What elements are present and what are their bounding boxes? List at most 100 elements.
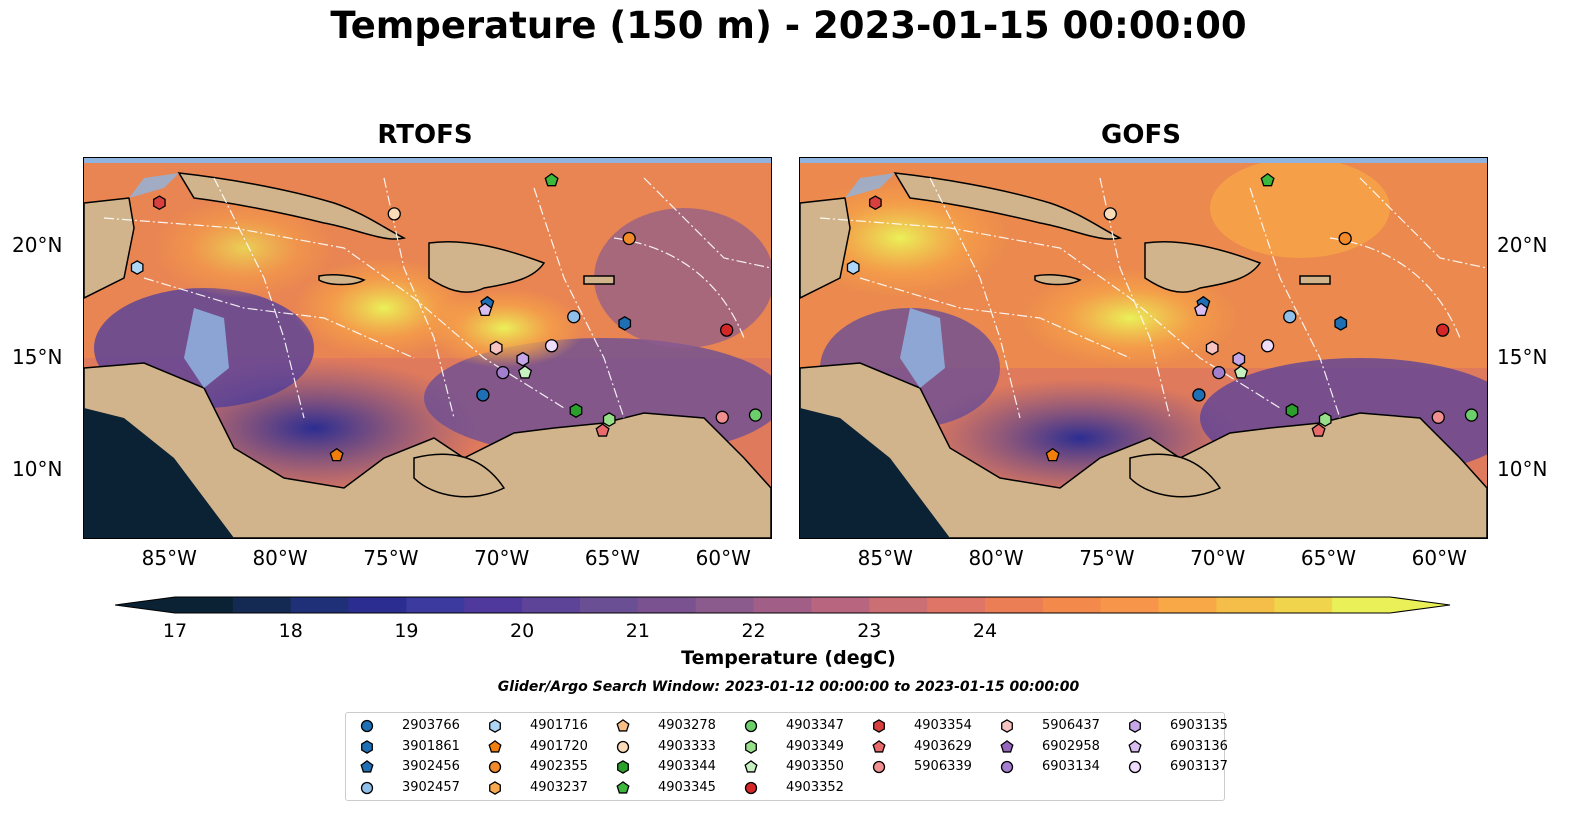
float-marker-4903347: [748, 408, 763, 422]
float-marker-4903352: [720, 323, 734, 337]
legend-label: 4901720: [530, 738, 588, 754]
colorbar-tick-label: 20: [510, 620, 535, 642]
legend-label: 2903766: [402, 718, 460, 733]
legend-label: 4903347: [786, 718, 844, 733]
legend-marker-icon: [872, 739, 886, 753]
cuba-land: [177, 172, 407, 240]
float-marker-5906339: [715, 410, 729, 424]
float-marker-4903333: [1103, 207, 1117, 221]
float-marker-6903135: [1232, 351, 1246, 367]
float-markers-rtofs: [130, 172, 763, 462]
hispaniola-land: [428, 240, 546, 293]
float-marker-4903345: [544, 172, 559, 187]
float-marker-4903629: [595, 423, 610, 437]
legend-label: 4903237: [530, 779, 588, 795]
legend-marker-icon: [1000, 760, 1014, 774]
legend-label: 4901716: [530, 718, 588, 733]
float-marker-4903345: [1260, 172, 1275, 187]
float-marker-4901716: [130, 260, 144, 275]
lat-tick-label: 10°N: [12, 456, 63, 481]
legend-label: 5906437: [1042, 718, 1100, 733]
legend-marker-icon: [360, 760, 374, 773]
legend-label: 4903354: [914, 718, 972, 733]
legend-label: 6903136: [1170, 738, 1228, 754]
lon-tick-label: 85°W: [857, 546, 913, 570]
legend-label: 4903352: [786, 779, 844, 795]
map-panel-rtofs: [83, 157, 772, 539]
lon-tick-label: 70°W: [1190, 546, 1246, 570]
float-marker-4903629: [1311, 423, 1326, 437]
float-marker-6903136: [478, 302, 493, 316]
colorbar-bin: [985, 597, 1044, 613]
float-marker-3901861: [1334, 316, 1348, 331]
legend-label: 4903350: [786, 759, 844, 774]
float-marker-4903344: [1285, 403, 1299, 418]
map-panel-gofs: [799, 157, 1488, 539]
float-marker-6903137: [544, 339, 559, 353]
legend-marker-icon: [744, 719, 758, 733]
float-marker-4903347: [1464, 408, 1479, 422]
pacific-ocean: [84, 408, 234, 538]
map-gofs-svg: [800, 158, 1487, 538]
float-marker-6903135: [516, 351, 530, 367]
search-window-caption: Glider/Argo Search Window: 2023-01-12 00…: [497, 679, 1080, 695]
legend-marker-icon: [1128, 739, 1142, 753]
colorbar-tick-label: 17: [162, 620, 188, 642]
lon-tick-label: 60°W: [1411, 546, 1467, 570]
colorbar-bin: [1216, 597, 1275, 613]
lon-tick-label: 80°W: [252, 546, 308, 570]
colorbar-tick-label: 19: [394, 620, 419, 642]
map-rtofs-svg: [84, 158, 771, 538]
lat-tick-label: 15°N: [12, 345, 63, 370]
legend-marker-icon: [489, 719, 501, 733]
float-marker-4902355: [622, 231, 636, 246]
float-marker-4903349: [602, 412, 616, 427]
float-markers-gofs: [846, 172, 1479, 462]
float-marker-5906339: [1431, 410, 1445, 424]
float-marker-4902355: [1338, 231, 1352, 246]
legend-marker-icon: [1000, 739, 1014, 753]
legend-label: 6903135: [1170, 718, 1228, 733]
legend-marker-icon: [360, 781, 374, 794]
legend-marker-icon: [616, 780, 630, 794]
float-marker-5906437: [1205, 340, 1219, 356]
float-marker-4901720: [1045, 447, 1060, 462]
lat-tick-label: 10°N: [1497, 456, 1548, 481]
legend-label: 4903344: [658, 759, 716, 774]
legend-marker-icon: [1001, 719, 1013, 733]
colorbar-label: Temperature (degC): [681, 647, 896, 669]
float-marker-4903354: [152, 195, 166, 211]
float-marker-6903134: [496, 365, 510, 380]
colorbar-tick-label: 23: [857, 620, 882, 642]
colorbar-bin: [695, 597, 755, 613]
float-marker-3902457: [567, 310, 581, 324]
float-marker-6903136: [1194, 302, 1209, 316]
colorbar-bin: [1158, 597, 1217, 613]
float-marker-4903349: [1318, 412, 1332, 427]
legend-label: 3902457: [402, 779, 460, 795]
legend-marker-icon: [744, 781, 758, 794]
float-marker-4903354: [868, 195, 882, 211]
lon-tick-label: 85°W: [141, 546, 197, 570]
legend-label: 4903629: [914, 738, 972, 754]
float-marker-4901720: [329, 447, 344, 462]
legend-marker-icon: [745, 739, 757, 754]
legend-label: 4903349: [786, 738, 844, 754]
lon-tick-label: 65°W: [584, 546, 641, 570]
legend-label: 5906339: [914, 759, 972, 774]
lon-tick-label: 75°W: [1079, 546, 1135, 570]
float-marker-3901861: [618, 316, 632, 331]
float-marker-6903134: [1212, 365, 1226, 380]
legend-marker-icon: [616, 740, 630, 753]
south-america-land: [84, 362, 771, 538]
eez-boundaries: [819, 177, 1487, 419]
legend-marker-icon: [873, 719, 885, 733]
float-marker-3902457: [1283, 310, 1297, 324]
jamaica-land: [318, 274, 366, 286]
colorbar-bin: [464, 597, 523, 613]
colorbar-bin: [175, 597, 234, 613]
colorbar-bin: [637, 597, 697, 613]
lon-tick-label: 75°W: [363, 546, 419, 570]
colorbar-bin: [232, 597, 292, 613]
colorbar-tick-label: 18: [278, 620, 303, 642]
